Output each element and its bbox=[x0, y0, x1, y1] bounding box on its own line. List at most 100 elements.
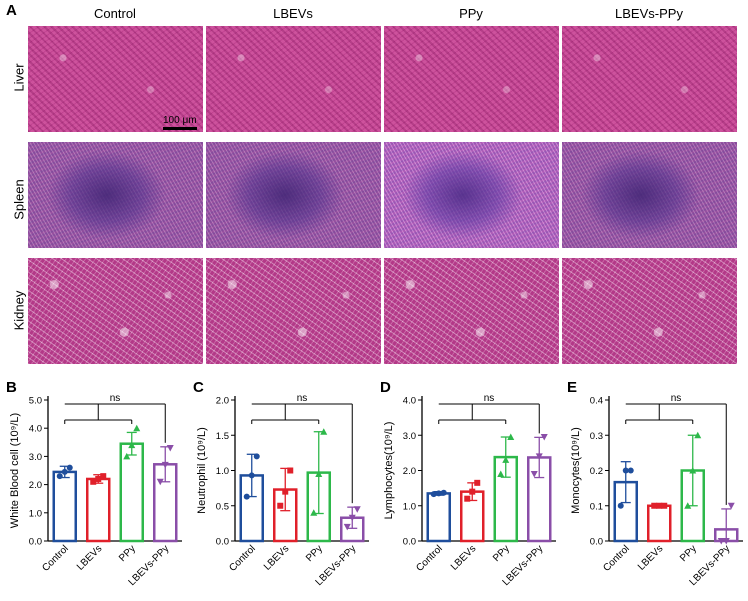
bar bbox=[647, 504, 672, 543]
column-label-lbevs-ppy: LBEVs-PPy bbox=[615, 6, 683, 21]
spleen-control-image bbox=[28, 142, 203, 248]
y-tick-label: 0.5 bbox=[216, 501, 229, 512]
y-tick-label: 0.0 bbox=[403, 537, 416, 548]
y-tick-label: 2.0 bbox=[216, 396, 229, 407]
x-tick-label: Control bbox=[227, 543, 258, 574]
column-label-control: Control bbox=[94, 6, 136, 21]
x-tick-label: Control bbox=[601, 543, 632, 574]
liver-lbevs-image bbox=[206, 26, 381, 132]
data-point bbox=[243, 493, 250, 500]
row-label-liver: Liver bbox=[11, 63, 27, 92]
chart-white-blood-cell: B 0.0 1.0 2.0 3.0 4.0 5.0 White Blood cell (10⁹… bbox=[0, 378, 187, 601]
chart-monocytes: E 0.0 0.1 0.2 0.3 0.4 Monocytes(10⁹/L) Control L… bbox=[561, 378, 748, 601]
column-label-ppy: PPy bbox=[459, 6, 483, 21]
data-point bbox=[694, 431, 702, 439]
y-tick-label: 4.0 bbox=[29, 424, 42, 435]
data-point bbox=[123, 452, 131, 460]
data-point bbox=[684, 502, 692, 509]
data-point bbox=[320, 428, 328, 435]
kidney-control-image bbox=[28, 258, 203, 364]
data-point bbox=[469, 488, 476, 495]
y-axis-label: Monocytes(10⁹/L) bbox=[570, 427, 582, 514]
x-tick-label: Control bbox=[414, 543, 445, 574]
data-point bbox=[689, 467, 697, 474]
data-point bbox=[507, 433, 515, 441]
data-point bbox=[161, 461, 169, 469]
data-point bbox=[90, 478, 97, 485]
row-label-spleen: Spleen bbox=[11, 179, 27, 220]
panel-label: E bbox=[567, 379, 577, 396]
y-axis-label: White Blood cell (10⁹/L) bbox=[9, 413, 21, 528]
data-point bbox=[156, 478, 164, 486]
data-point bbox=[277, 502, 284, 509]
x-tick-label: LBEVs bbox=[262, 543, 291, 572]
chart-neutrophil: C 0.0 0.5 1.0 1.5 2.0 Neutrophil (10⁹/L) Contro… bbox=[187, 378, 374, 601]
panel-label-a: A bbox=[6, 2, 17, 19]
kidney-ppy-image bbox=[384, 258, 559, 364]
chart-c-svg: C 0.0 0.5 1.0 1.5 2.0 Neutrophil (10⁹/L) Contro… bbox=[193, 379, 369, 588]
y-tick-label: 5.0 bbox=[29, 396, 42, 407]
y-tick-label: 1.0 bbox=[29, 508, 42, 519]
data-point bbox=[502, 456, 510, 463]
y-tick-label: 0.3 bbox=[590, 431, 603, 442]
y-tick-label: 3.0 bbox=[403, 431, 416, 442]
y-tick-label: 0.2 bbox=[590, 466, 603, 477]
data-point bbox=[282, 488, 289, 495]
y-tick-label: 2.0 bbox=[29, 480, 42, 491]
panel-label: D bbox=[380, 379, 391, 396]
x-tick-label: LBEVs bbox=[75, 543, 104, 572]
data-point bbox=[61, 468, 68, 475]
y-tick-label: 0.1 bbox=[590, 501, 603, 512]
chart-e-svg: E 0.0 0.1 0.2 0.3 0.4 Monocytes(10⁹/L) Control L… bbox=[567, 379, 743, 588]
significance-label: ns bbox=[297, 393, 308, 404]
chart-d-svg: D 0.0 1.0 2.0 3.0 4.0 Lymphocytes(10⁹/L) Contro… bbox=[380, 379, 556, 588]
data-point bbox=[656, 502, 663, 509]
x-tick-label: PPy bbox=[304, 543, 325, 564]
panel-label: B bbox=[6, 379, 17, 396]
x-tick-label: PPy bbox=[678, 543, 699, 564]
data-point bbox=[440, 489, 447, 496]
y-tick-label: 0.0 bbox=[216, 537, 229, 548]
kidney-lbevs-image bbox=[206, 258, 381, 364]
spleen-lbevs-ppy-image bbox=[562, 142, 737, 248]
data-point bbox=[248, 472, 255, 479]
data-point bbox=[435, 490, 442, 497]
column-label-lbevs: LBEVs bbox=[273, 6, 313, 21]
data-point bbox=[464, 495, 471, 502]
significance-label: ns bbox=[110, 393, 121, 404]
bar bbox=[426, 492, 451, 543]
y-tick-label: 1.0 bbox=[403, 501, 416, 512]
data-point bbox=[133, 424, 141, 432]
data-point bbox=[627, 467, 634, 474]
kidney-lbevs-ppy-image bbox=[562, 258, 737, 364]
data-point bbox=[100, 473, 107, 480]
y-axis-label: Lymphocytes(10⁹/L) bbox=[383, 422, 395, 520]
x-tick-label: Control bbox=[40, 543, 71, 574]
data-point bbox=[722, 538, 730, 545]
data-point bbox=[315, 470, 323, 478]
x-tick-label: PPy bbox=[117, 543, 138, 564]
chart-lymphocytes: D 0.0 1.0 2.0 3.0 4.0 Lymphocytes(10⁹/L) Contro… bbox=[374, 378, 561, 601]
liver-ppy-image bbox=[384, 26, 559, 132]
data-point bbox=[530, 471, 538, 478]
spleen-ppy-image bbox=[384, 142, 559, 248]
x-tick-label: LBEVs bbox=[449, 543, 478, 572]
data-point bbox=[166, 444, 174, 452]
data-point bbox=[95, 475, 102, 482]
data-point bbox=[353, 506, 361, 513]
y-tick-label: 3.0 bbox=[29, 452, 42, 463]
y-tick-label: 0.4 bbox=[590, 396, 603, 407]
significance-label: ns bbox=[671, 393, 682, 404]
data-point bbox=[617, 502, 624, 509]
data-point bbox=[651, 502, 658, 509]
data-point bbox=[535, 453, 543, 460]
scale-bar bbox=[163, 127, 197, 130]
bar bbox=[86, 477, 111, 543]
scale-bar-label: 100 μm bbox=[163, 115, 197, 126]
liver-lbevs-ppy-image bbox=[562, 26, 737, 132]
data-point bbox=[310, 509, 318, 516]
data-point bbox=[348, 514, 356, 522]
data-point bbox=[622, 467, 629, 474]
bar bbox=[52, 470, 77, 543]
data-point bbox=[56, 473, 63, 480]
